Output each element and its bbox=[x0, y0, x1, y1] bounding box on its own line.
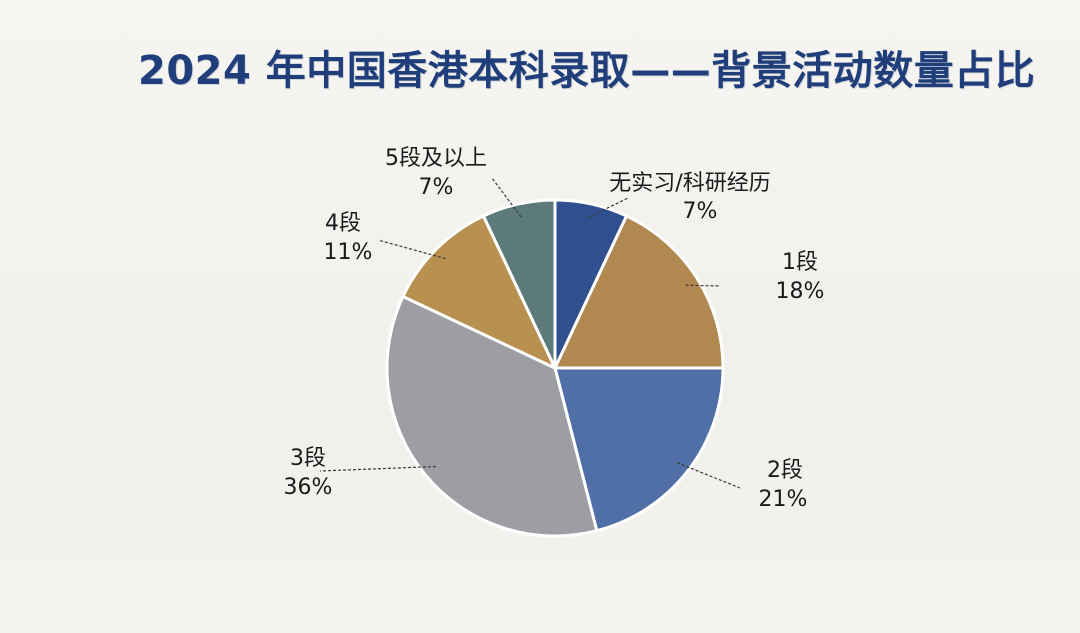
slice-label-1: 1段 bbox=[782, 250, 818, 275]
chart-title: 2024 年中国香港本科录取——背景活动数量占比 bbox=[138, 48, 1036, 94]
pie-slice-3 bbox=[385, 294, 599, 538]
slice-value-2: 21% bbox=[759, 487, 808, 512]
slice-value-1: 18% bbox=[776, 279, 825, 304]
slice-label-4: 4段 bbox=[325, 211, 361, 236]
slice-value-4: 11% bbox=[324, 240, 373, 265]
leader-line-3 bbox=[319, 465, 436, 472]
leader-lines bbox=[319, 177, 741, 489]
slice-label-2: 2段 bbox=[767, 458, 803, 483]
leader-line-1 bbox=[685, 284, 721, 287]
pie-slice-1 bbox=[553, 214, 725, 370]
slice-label-none: 无实习/科研经历 bbox=[609, 171, 770, 196]
pie-slice-4 bbox=[401, 214, 557, 370]
slice-label-5: 5段及以上 bbox=[385, 146, 487, 171]
slice-value-5: 7% bbox=[419, 175, 454, 200]
pie-slice-5 bbox=[481, 198, 557, 370]
slice-label-3: 3段 bbox=[290, 446, 326, 471]
leader-line-none bbox=[588, 197, 629, 218]
leader-line-2 bbox=[676, 462, 741, 489]
leader-line-5 bbox=[491, 177, 522, 218]
leader-line-4 bbox=[377, 239, 446, 260]
pie-slice-2 bbox=[553, 366, 725, 533]
slice-value-none: 7% bbox=[683, 199, 718, 224]
slice-value-3: 36% bbox=[284, 475, 333, 500]
pie-slices bbox=[385, 198, 725, 538]
